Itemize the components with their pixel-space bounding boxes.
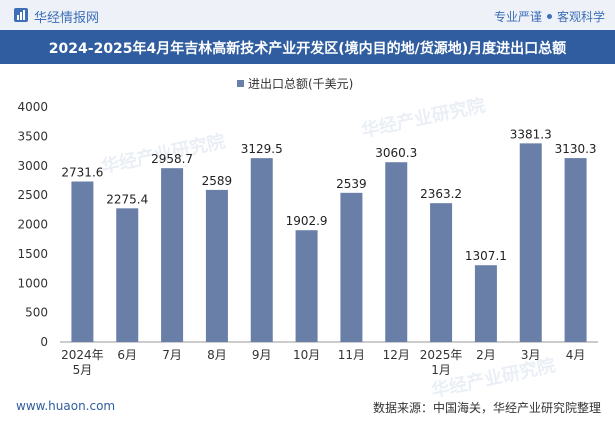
bar xyxy=(385,162,408,342)
data-label: 1902.9 xyxy=(286,214,328,228)
bar xyxy=(205,189,228,342)
bar xyxy=(519,143,542,342)
top-bar: 华经情报网 专业严谨 客观科学 xyxy=(0,0,615,30)
x-tick-label: 11月 xyxy=(338,348,365,362)
y-tick-label: 500 xyxy=(25,306,48,320)
data-label: 2731.6 xyxy=(61,166,103,180)
x-tick-label: 7月 xyxy=(162,348,182,362)
data-label: 2275.4 xyxy=(106,192,148,206)
x-tick-label: 8月 xyxy=(207,348,227,362)
x-tick-label: 2月 xyxy=(476,348,496,362)
data-label: 3060.3 xyxy=(375,146,417,160)
slogan-left: 专业严谨 xyxy=(493,10,542,24)
y-tick-label: 4000 xyxy=(17,100,48,114)
y-tick-label: 3500 xyxy=(17,129,48,143)
dot-icon xyxy=(546,14,552,19)
bar xyxy=(71,181,94,342)
y-tick-label: 1000 xyxy=(17,276,48,290)
bar xyxy=(116,208,139,342)
bar xyxy=(474,265,497,342)
y-tick-label: 1500 xyxy=(17,247,48,261)
x-tick-label: 4月 xyxy=(566,348,586,362)
y-tick-label: 2000 xyxy=(17,218,48,232)
data-label: 2363.2 xyxy=(420,187,462,201)
footer-url[interactable]: www.huaon.com xyxy=(16,399,116,413)
x-tick-label: 12月 xyxy=(383,348,410,362)
bar xyxy=(295,230,318,342)
bar xyxy=(161,168,184,342)
slogan-right: 客观科学 xyxy=(556,10,605,24)
logo-icon xyxy=(14,8,28,22)
y-tick-label: 2500 xyxy=(17,188,48,202)
x-tick-label: 2025年 1月 xyxy=(420,348,463,377)
data-label: 2539 xyxy=(336,177,367,191)
chart-title: 2024-2025年4月年吉林高新技术产业开发区(境内目的地/货源地)月度进出口… xyxy=(48,41,567,57)
x-tick-label: 6月 xyxy=(117,348,137,362)
footer-source: 数据来源：中国海关，华经产业研究院整理 xyxy=(372,401,601,415)
bar xyxy=(430,203,453,342)
legend: 进出口总额(千美元) xyxy=(237,77,353,91)
bar xyxy=(564,158,587,342)
legend-swatch xyxy=(237,80,244,87)
y-tick-label: 3000 xyxy=(17,159,48,173)
data-label: 3129.5 xyxy=(241,142,283,156)
data-label: 3381.3 xyxy=(510,127,552,141)
bar-chart: 进出口总额(千美元) 0 500 1000 1500 2000 2500 3000 3500 4… xyxy=(17,77,598,377)
x-tick-label: 3月 xyxy=(521,348,541,362)
data-label: 2589 xyxy=(202,174,233,188)
x-tick-label: 9月 xyxy=(252,348,272,362)
x-tick-label: 2024年 5月 xyxy=(61,348,104,377)
title-bar xyxy=(0,30,615,64)
bar xyxy=(340,192,363,342)
data-label: 2958.7 xyxy=(151,152,193,166)
data-label: 1307.1 xyxy=(465,249,507,263)
bar xyxy=(250,158,273,342)
legend-label: 进出口总额(千美元) xyxy=(248,77,353,91)
data-label: 3130.3 xyxy=(555,142,597,156)
y-tick-label: 0 xyxy=(40,335,48,349)
x-tick-label: 10月 xyxy=(293,348,320,362)
slogan: 专业严谨 客观科学 xyxy=(494,8,605,25)
brand-name: 华经情报网 xyxy=(34,11,100,26)
